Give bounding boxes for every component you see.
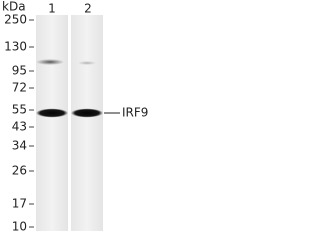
marker-label: 34 — [12, 139, 27, 153]
marker-label: 17 — [12, 197, 27, 211]
marker-label: 250 — [4, 13, 27, 27]
band — [78, 61, 96, 65]
marker-label: 55 — [12, 103, 27, 117]
marker-label: 130 — [4, 40, 27, 54]
marker-label: 95 — [12, 64, 27, 78]
band — [36, 108, 68, 118]
marker-label: 10 — [12, 220, 27, 232]
lane-label: 2 — [84, 2, 92, 16]
marker-label: 72 — [12, 81, 27, 95]
band — [36, 59, 64, 65]
lane-label: 1 — [48, 2, 56, 16]
lane-1 — [36, 15, 68, 231]
marker-label: 26 — [12, 164, 27, 178]
band — [71, 108, 103, 118]
target-label: IRF9 — [122, 106, 148, 120]
marker-label: 43 — [12, 120, 27, 134]
lane-2 — [71, 15, 103, 231]
western-blot: kDa 1 2 IRF9 250 130 95 72 55 43 34 26 17 10 — [2, 0, 148, 232]
unit-label: kDa — [2, 0, 26, 14]
